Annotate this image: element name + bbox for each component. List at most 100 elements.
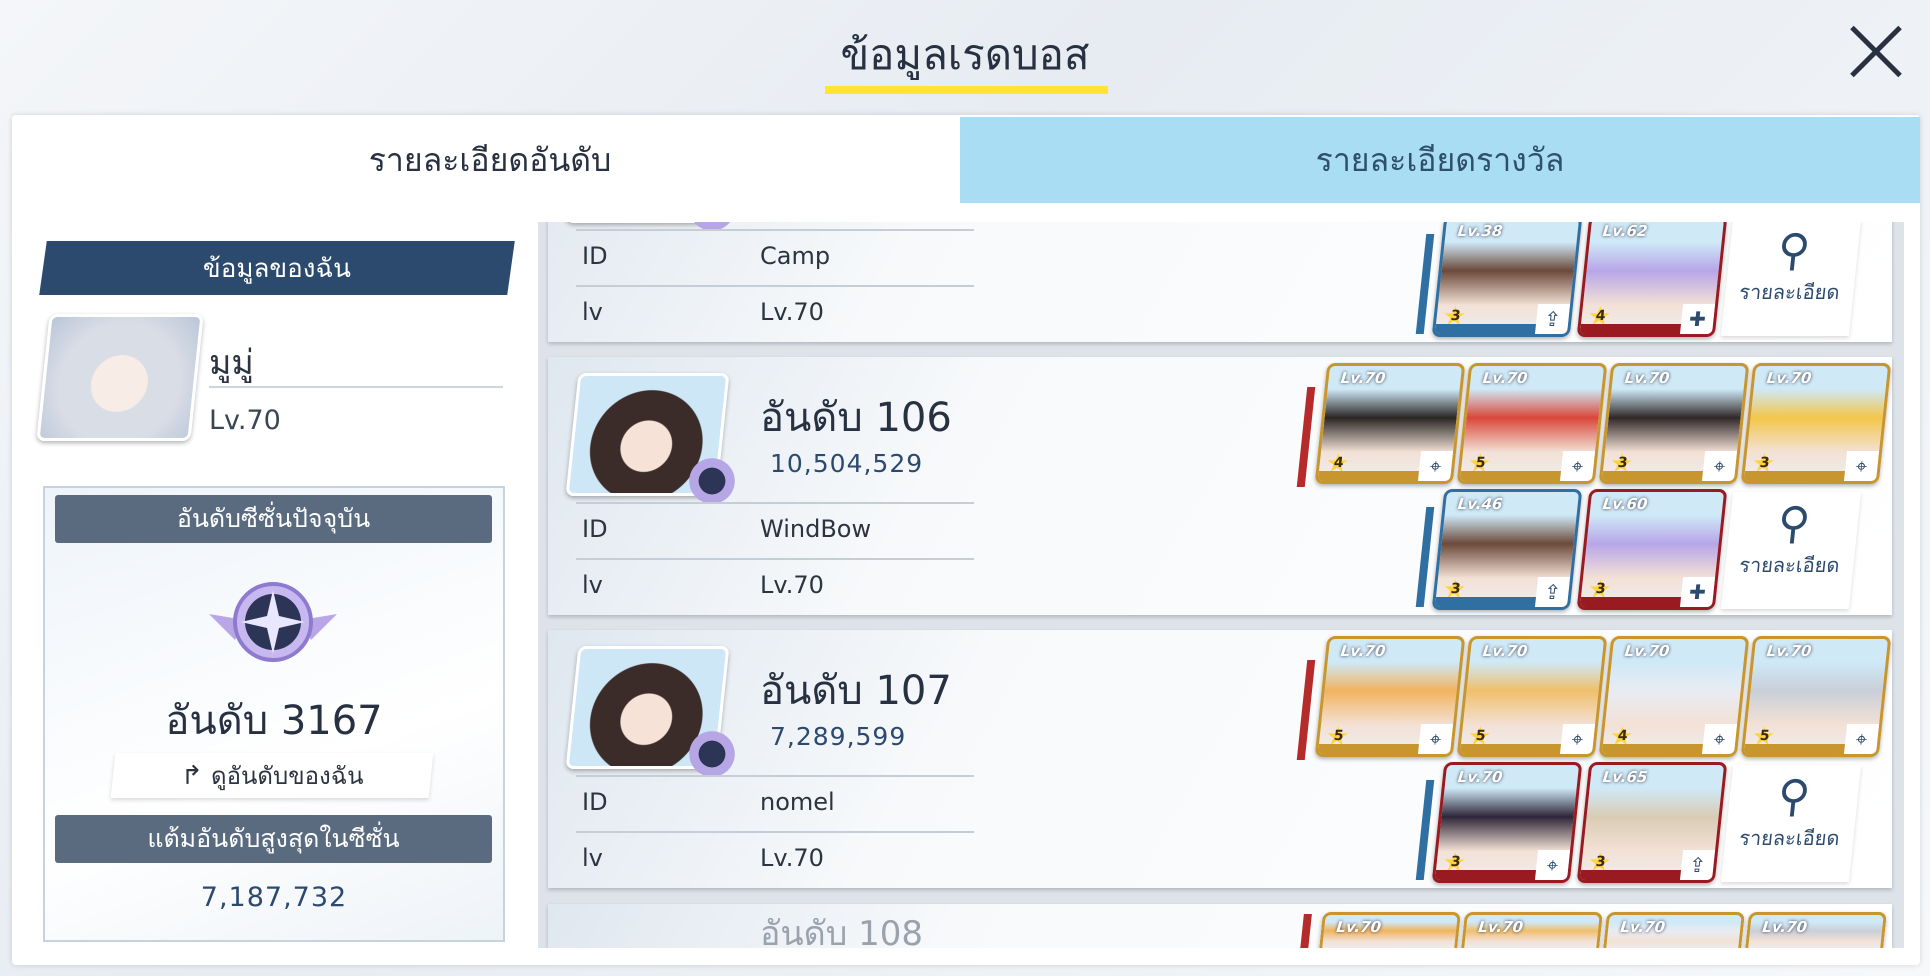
detail-button[interactable]: ⚲ รายละเอียด [1720, 492, 1862, 609]
card-footer [1434, 597, 1539, 607]
detail-label: รายละเอียด [1738, 826, 1841, 850]
card-footer [1459, 471, 1564, 481]
character-card[interactable]: Lv.70 ★ 3 ⌖ [1740, 363, 1892, 484]
character-card[interactable]: Lv.65 ★ 3 ⇪ [1576, 762, 1728, 883]
star-count: 3 [1595, 581, 1607, 597]
target-icon: ⌖ [1701, 451, 1738, 481]
star-count: 5 [1759, 728, 1771, 744]
special-team-marker [1415, 780, 1435, 880]
card-footer [1601, 744, 1706, 754]
card-footer [1743, 471, 1848, 481]
star-count: 3 [1450, 308, 1462, 324]
player-level: Lv.70 [760, 571, 824, 599]
divider [576, 558, 974, 560]
support-icon: ⇪ [1534, 577, 1571, 607]
score-value: 7,289,599 [770, 722, 907, 751]
character-card[interactable]: Lv.70 ★ 5 ⌖ [1456, 363, 1608, 484]
special-team-marker [1415, 507, 1435, 607]
season-rank-box [43, 486, 505, 942]
character-card[interactable]: Lv.70 ★ 4 ⌖ [1598, 636, 1750, 757]
ranking-row: อันดับ 106 10,504,529 ID WindBow lv Lv.70 Lv.7… [548, 357, 1892, 615]
character-card[interactable]: Lv.38 ★ 3 ⇪ [1431, 222, 1583, 337]
card-footer [1317, 744, 1422, 754]
character-card[interactable]: Lv.70 ★ 3 ⌖ [1431, 762, 1583, 883]
character-card[interactable]: Lv.70 [1319, 912, 1461, 948]
character-level: Lv.70 [1339, 642, 1387, 660]
character-card[interactable]: Lv.62 ★ 4 ✚ [1576, 222, 1728, 337]
detail-button[interactable]: ⚲ รายละเอียด [1720, 765, 1862, 882]
target-icon: ⌖ [1843, 451, 1880, 481]
id-label: ID [582, 788, 608, 816]
heal-icon: ✚ [1679, 577, 1716, 607]
card-footer [1317, 471, 1422, 481]
character-card[interactable]: Lv.70 [1461, 912, 1603, 948]
close-icon[interactable] [1848, 24, 1904, 80]
character-card[interactable]: Lv.70 [1603, 912, 1745, 948]
star-count: 5 [1333, 728, 1345, 744]
star-count: 4 [1595, 308, 1607, 324]
rank-label: อันดับ 106 [760, 395, 952, 441]
card-footer [1601, 471, 1706, 481]
striker-team-marker [1300, 914, 1312, 948]
target-icon: ⌖ [1417, 451, 1454, 481]
tab-reward-details[interactable]: รายละเอียดรางวัล [960, 117, 1920, 203]
lv-label: lv [582, 844, 603, 872]
id-label: ID [582, 242, 608, 270]
id-label: ID [582, 515, 608, 543]
ranking-row: อันดับ 108 Lv.70 Lv.70 Lv.70 Lv.70 [548, 904, 1892, 948]
character-level: Lv.70 [1481, 369, 1529, 387]
detail-button[interactable]: ⚲ รายละเอียด [1720, 222, 1862, 336]
target-icon: ⌖ [1559, 451, 1596, 481]
star-count: 5 [1475, 728, 1487, 744]
target-icon: ⌖ [1417, 724, 1454, 754]
star-count: 5 [1475, 455, 1487, 471]
my-avatar [36, 314, 204, 441]
heal-icon: ✚ [1679, 304, 1716, 334]
view-my-rank-button[interactable]: ↱ ดูอันดับของฉัน [110, 753, 434, 798]
character-card[interactable]: Lv.70 ★ 5 ⌖ [1314, 636, 1466, 757]
character-level: Lv.70 [1456, 768, 1504, 786]
character-level: Lv.70 [1481, 642, 1529, 660]
rank-emblem-icon [209, 582, 337, 662]
season-rank-label: อันดับซีซั่นปัจจุบัน [55, 495, 492, 543]
character-level: Lv.60 [1601, 495, 1649, 513]
character-card[interactable]: Lv.70 ★ 5 ⌖ [1456, 636, 1608, 757]
my-info-header-label: ข้อมูลของฉัน [202, 253, 352, 284]
character-level: Lv.70 [1335, 918, 1383, 936]
best-score-label: แต้มอันดับสูงสุดในซีซั่น [55, 815, 492, 863]
best-score-value: 7,187,732 [200, 882, 348, 913]
character-card[interactable]: Lv.70 ★ 4 ⌖ [1314, 363, 1466, 484]
character-level: Lv.70 [1477, 918, 1525, 936]
view-my-rank-label: ดูอันดับของฉัน [210, 762, 364, 790]
character-level: Lv.70 [1765, 642, 1813, 660]
character-level: Lv.70 [1623, 369, 1671, 387]
ranking-list[interactable]: ID Camp lv Lv.70 Lv.38 ★ 3 ⇪ Lv.62 ★ 4 ✚ ⚲ รายละเอียด… [538, 222, 1904, 948]
ranking-row: ID Camp lv Lv.70 Lv.38 ★ 3 ⇪ Lv.62 ★ 4 ✚ ⚲ รายละเอียด [548, 222, 1892, 342]
support-icon: ⇪ [1534, 304, 1571, 334]
character-level: Lv.70 [1765, 369, 1813, 387]
divider [209, 386, 503, 388]
my-rank: อันดับ 3167 [165, 698, 383, 744]
share-arrow-icon: ↱ [180, 760, 203, 791]
character-card[interactable]: Lv.60 ★ 3 ✚ [1576, 489, 1728, 610]
character-level: Lv.70 [1339, 369, 1387, 387]
character-card[interactable]: Lv.70 ★ 3 ⌖ [1598, 363, 1750, 484]
lv-label: lv [582, 298, 603, 326]
page-title: ข้อมูลเรดบอส [840, 30, 1090, 79]
character-card[interactable]: Lv.70 ★ 5 ⌖ [1740, 636, 1892, 757]
character-level: Lv.70 [1623, 642, 1671, 660]
player-level: Lv.70 [760, 298, 824, 326]
card-footer [1434, 870, 1539, 880]
character-card[interactable]: Lv.70 [1745, 912, 1887, 948]
rank-label: อันดับ 107 [760, 668, 952, 714]
divider [576, 229, 974, 231]
star-count: 4 [1333, 455, 1345, 471]
support-icon: ⇪ [1679, 850, 1716, 880]
ranking-row: อันดับ 107 7,289,599 ID nomel lv Lv.70 Lv.70 ★ 5… [548, 630, 1892, 888]
score-value: 10,504,529 [770, 449, 924, 478]
striker-team-marker [1296, 660, 1316, 760]
star-count: 3 [1450, 854, 1462, 870]
tab-rank-details[interactable]: รายละเอียดอันดับ [22, 117, 958, 203]
character-card[interactable]: Lv.46 ★ 3 ⇪ [1431, 489, 1583, 610]
star-count: 3 [1759, 455, 1771, 471]
